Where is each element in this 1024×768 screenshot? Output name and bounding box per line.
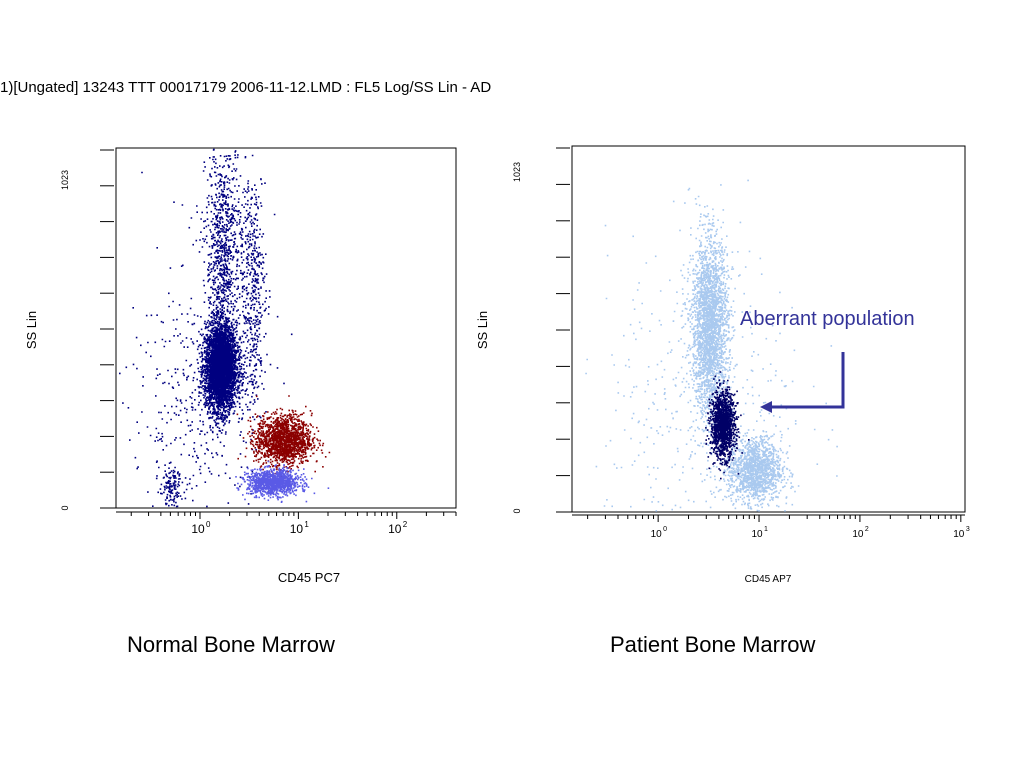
right-x-tick-label: 10: [852, 529, 864, 540]
left-y-axis-label: SS Lin: [24, 311, 39, 349]
right-y-axis-label: SS Lin: [475, 311, 490, 349]
patient-bone-marrow-caption: Patient Bone Marrow: [610, 632, 816, 657]
left-scatter-series-2: [235, 460, 330, 503]
left-x-tick-exponent: 2: [403, 520, 408, 529]
right-scatter-series-0: [585, 179, 838, 512]
left-x-tick-label: 10: [388, 522, 402, 536]
left-x-tick-exponent: 0: [206, 520, 211, 529]
right-x-tick-exponent: 2: [865, 526, 869, 533]
left-y-tick-label-min: 0: [60, 505, 70, 510]
right-panel: 1023 0 SS Lin 10 0 10 1 10 2 10 3 CD45 AP7 Aber…: [475, 145, 970, 585]
left-x-tick-labels: 10 0 10 1 10 2: [191, 520, 407, 536]
right-scatter-series-1: [705, 371, 750, 480]
right-x-tick-exponent: 3: [966, 526, 970, 533]
left-scatter-points: [119, 148, 331, 508]
left-y-tick-label-max: 1023: [60, 170, 70, 190]
annotation-arrow-head: [760, 401, 772, 413]
right-y-ticks: [556, 147, 572, 513]
left-x-ticks: [116, 511, 457, 519]
left-x-tick-exponent: 1: [304, 520, 309, 529]
right-y-tick-label-min: 0: [512, 508, 522, 513]
annotation-arrow-line: [770, 352, 845, 409]
right-x-ticks: [572, 514, 965, 522]
left-x-tick-label: 10: [290, 522, 304, 536]
left-scatter-series-1: [236, 395, 331, 479]
right-x-axis-label: CD45 AP7: [745, 574, 792, 585]
left-y-ticks: [100, 149, 116, 509]
left-x-tick-label: 10: [191, 522, 205, 536]
right-plot-frame: [571, 145, 966, 513]
aberrant-population-annotation: Aberrant population: [740, 308, 915, 330]
file-header: 1)[Ungated] 13243 TTT 00017179 2006-11-1…: [0, 79, 492, 96]
left-x-axis-label: CD45 PC7: [278, 570, 340, 585]
left-plot-frame: [115, 147, 457, 509]
right-scatter-points: [585, 179, 838, 512]
right-x-tick-label: 10: [953, 529, 965, 540]
left-scatter-series-0: [119, 148, 293, 508]
right-x-tick-labels: 10 0 10 1 10 2 10 3: [651, 526, 970, 540]
left-panel: 1023 0 SS Lin 10 0 10 1 10 2 CD45 PC7: [24, 147, 457, 585]
right-y-tick-label-max: 1023: [512, 162, 522, 182]
right-x-tick-label: 10: [651, 529, 663, 540]
right-x-tick-exponent: 0: [663, 526, 667, 533]
normal-bone-marrow-caption: Normal Bone Marrow: [127, 632, 335, 657]
right-x-tick-label: 10: [751, 529, 763, 540]
right-x-tick-exponent: 1: [764, 526, 768, 533]
